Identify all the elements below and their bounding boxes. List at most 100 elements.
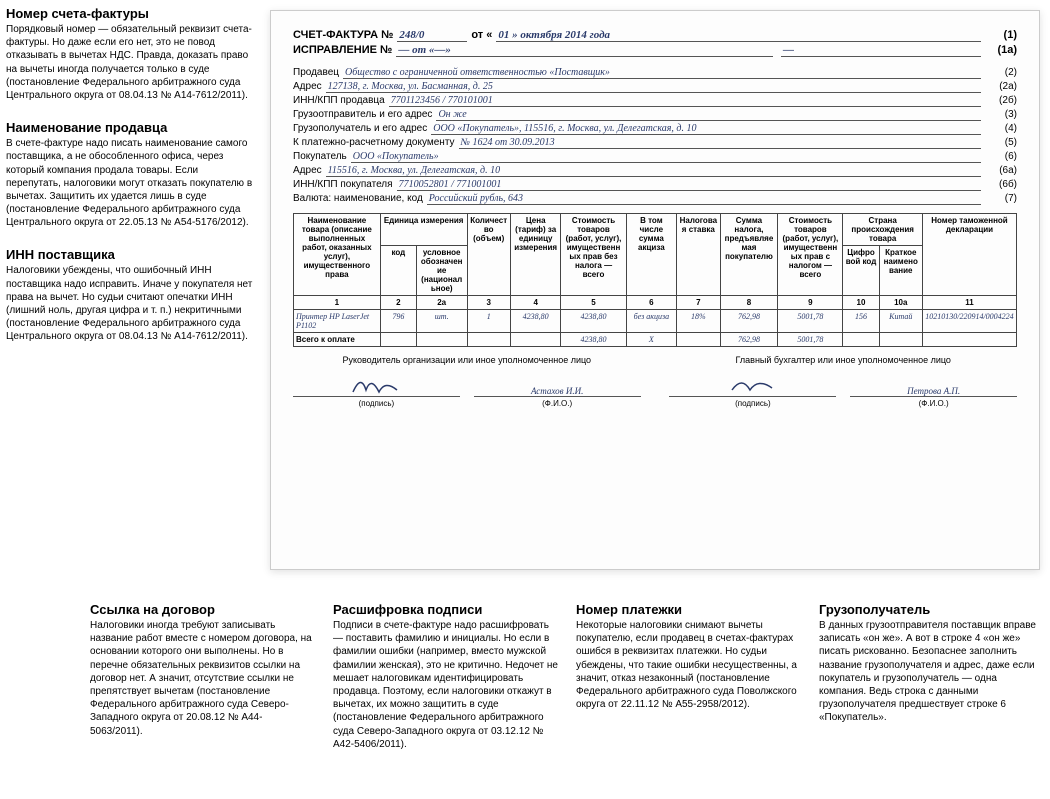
note-title: Грузополучатель bbox=[819, 602, 1044, 617]
field-value: 7710052801 / 771001001 bbox=[397, 179, 981, 191]
table-colnum: 9 bbox=[778, 296, 843, 310]
table-cell: шт. bbox=[416, 310, 467, 333]
doc-field-row: Грузополучатель и его адрес ООО «Покупате… bbox=[293, 123, 1017, 135]
table-body: Принтер HP LaserJet P1102796шт.14238,804… bbox=[294, 310, 1017, 347]
table-subheader: условное обозначение (национальное) bbox=[416, 246, 467, 296]
note-body: Порядковый номер — обязательный реквизит… bbox=[6, 23, 254, 102]
invoice-document: СЧЕТ-ФАКТУРА № 248/0 от « 01 » октября 2… bbox=[270, 10, 1040, 570]
note-seller-name: Наименование продавца В счете-фактуре на… bbox=[6, 120, 254, 229]
doc-field-rows: Продавец Общество с ограниченной ответств… bbox=[293, 67, 1017, 205]
table-header: Цена (тариф) за единицу измерения bbox=[510, 214, 561, 296]
field-label: Валюта: наименование, код bbox=[293, 193, 423, 204]
sig-caption: (Ф.И.О.) bbox=[850, 399, 1017, 408]
table-header: Номер таможенной декларации bbox=[922, 214, 1016, 296]
table-colnum: 10 bbox=[843, 296, 879, 310]
line-num: (1а) bbox=[991, 44, 1017, 56]
field-value: № 1624 от 30.09.2013 bbox=[459, 137, 981, 149]
invoice-table: Наименование товара (описание выполненны… bbox=[293, 213, 1017, 347]
field-value: Он же bbox=[436, 109, 981, 121]
signature-area: Руководитель организации или иное уполно… bbox=[293, 355, 1017, 408]
signature-icon bbox=[351, 372, 401, 396]
table-total-cell: 762,98 bbox=[720, 333, 778, 347]
field-label: Покупатель bbox=[293, 151, 347, 162]
invoice-number: 248/0 bbox=[397, 29, 467, 42]
sig-caption: (подпись) bbox=[293, 399, 460, 408]
table-header: Наименование товара (описание выполненны… bbox=[294, 214, 381, 296]
table-colnum: 1 bbox=[294, 296, 381, 310]
field-label: Грузополучатель и его адрес bbox=[293, 123, 427, 134]
table-cell: 4238,80 bbox=[561, 310, 626, 333]
table-total-cell bbox=[510, 333, 561, 347]
table-total-label: Всего к оплате bbox=[294, 333, 381, 347]
table-header: Страна происхождения товара bbox=[843, 214, 923, 246]
table-cell: Принтер HP LaserJet P1102 bbox=[294, 310, 381, 333]
note-title: Ссылка на договор bbox=[90, 602, 315, 617]
table-colnum: 8 bbox=[720, 296, 778, 310]
table-total-cell bbox=[416, 333, 467, 347]
line-num: (2б) bbox=[991, 95, 1017, 106]
signature-icon bbox=[728, 372, 778, 396]
doc-field-row: ПокупательООО «Покупатель»(6) bbox=[293, 151, 1017, 163]
sig-caption: (подпись) bbox=[669, 399, 836, 408]
doc-field-row: Продавец Общество с ограниченной ответств… bbox=[293, 67, 1017, 79]
table-cell: 4238,80 bbox=[510, 310, 561, 333]
sig-title: Руководитель организации или иное уполно… bbox=[293, 355, 641, 365]
doc-field-row: ИНН/КПП продавца 7701123456 / 770101001 (2… bbox=[293, 95, 1017, 107]
note-title: Наименование продавца bbox=[6, 120, 254, 135]
invoice-header-row: СЧЕТ-ФАКТУРА № 248/0 от « 01 » октября 2… bbox=[293, 29, 1017, 42]
table-head: Наименование товара (описание выполненны… bbox=[294, 214, 1017, 310]
field-value: 115516, г. Москва, ул. Делегатская, д. 1… bbox=[326, 165, 981, 177]
table-colnum: 7 bbox=[677, 296, 720, 310]
table-total-cell bbox=[922, 333, 1016, 347]
table-cell: 1 bbox=[467, 310, 510, 333]
field-label: Адрес bbox=[293, 81, 322, 92]
table-header: Стоимость товаров (работ, услуг), имущес… bbox=[561, 214, 626, 296]
note-body: Некоторые налоговики снимают вычеты поку… bbox=[576, 619, 801, 711]
doc-field-row: Грузоотправитель и его адресОн же(3) bbox=[293, 109, 1017, 121]
table-cell: Китай bbox=[879, 310, 922, 333]
table-subheader: код bbox=[380, 246, 416, 296]
doc-field-row: Адрес127138, г. Москва, ул. Басманная, д… bbox=[293, 81, 1017, 93]
table-colnum: 4 bbox=[510, 296, 561, 310]
table-cell: 156 bbox=[843, 310, 879, 333]
field-label: Адрес bbox=[293, 165, 322, 176]
note-title: Номер платежки bbox=[576, 602, 801, 617]
field-label: Грузоотправитель и его адрес bbox=[293, 109, 432, 120]
table-header: Налоговая ставка bbox=[677, 214, 720, 296]
field-label: ИНН/КПП покупателя bbox=[293, 179, 393, 190]
note-payment-num: Номер платежки Некоторые налоговики сним… bbox=[576, 602, 801, 751]
invoice-label: СЧЕТ-ФАКТУРА № bbox=[293, 29, 393, 41]
line-num: (6) bbox=[991, 151, 1017, 162]
field-label: Продавец bbox=[293, 67, 339, 78]
table-total-cell bbox=[879, 333, 922, 347]
correction-tail: — bbox=[781, 44, 981, 57]
table-colnum: 5 bbox=[561, 296, 626, 310]
table-header: Стоимость товаров (работ, услуг), имущес… bbox=[778, 214, 843, 296]
doc-field-row: Адрес 115516, г. Москва, ул. Делегатская,… bbox=[293, 165, 1017, 177]
field-label: ИНН/КПП продавца bbox=[293, 95, 385, 106]
table-cell: 762,98 bbox=[720, 310, 778, 333]
table-colnum: 2 bbox=[380, 296, 416, 310]
line-num: (6а) bbox=[991, 165, 1017, 176]
table-total-cell bbox=[380, 333, 416, 347]
table-colnum: 3 bbox=[467, 296, 510, 310]
field-value: ООО «Покупатель», 115516, г. Москва, ул.… bbox=[431, 123, 981, 135]
doc-field-row: Валюта: наименование, код Российский рубл… bbox=[293, 193, 1017, 205]
line-num: (7) bbox=[991, 193, 1017, 204]
field-value: Общество с ограниченной ответственностью… bbox=[343, 67, 981, 79]
table-cell: 18% bbox=[677, 310, 720, 333]
correction-val: — от «—» bbox=[396, 44, 773, 57]
sig-left: Руководитель организации или иное уполно… bbox=[293, 355, 641, 408]
table-cell: 796 bbox=[380, 310, 416, 333]
table-colnum: 11 bbox=[922, 296, 1016, 310]
table-header: В том числе сумма акциза bbox=[626, 214, 677, 296]
field-value: Российский рубль, 643 bbox=[427, 193, 981, 205]
note-supplier-inn: ИНН поставщика Налоговики убеждены, что … bbox=[6, 247, 254, 343]
signature-line bbox=[669, 369, 836, 397]
note-body: В данных грузоотправителя поставщик впра… bbox=[819, 619, 1044, 725]
field-value: 7701123456 / 770101001 bbox=[389, 95, 981, 107]
correction-row: ИСПРАВЛЕНИЕ № — от «—» — (1а) bbox=[293, 44, 1017, 57]
table-cell: 10210130/220914/0004224 bbox=[922, 310, 1016, 333]
note-body: Налоговики убеждены, что ошибочный ИНН п… bbox=[6, 264, 254, 343]
bottom-notes-row: Ссылка на договор Налоговики иногда треб… bbox=[90, 602, 1044, 769]
